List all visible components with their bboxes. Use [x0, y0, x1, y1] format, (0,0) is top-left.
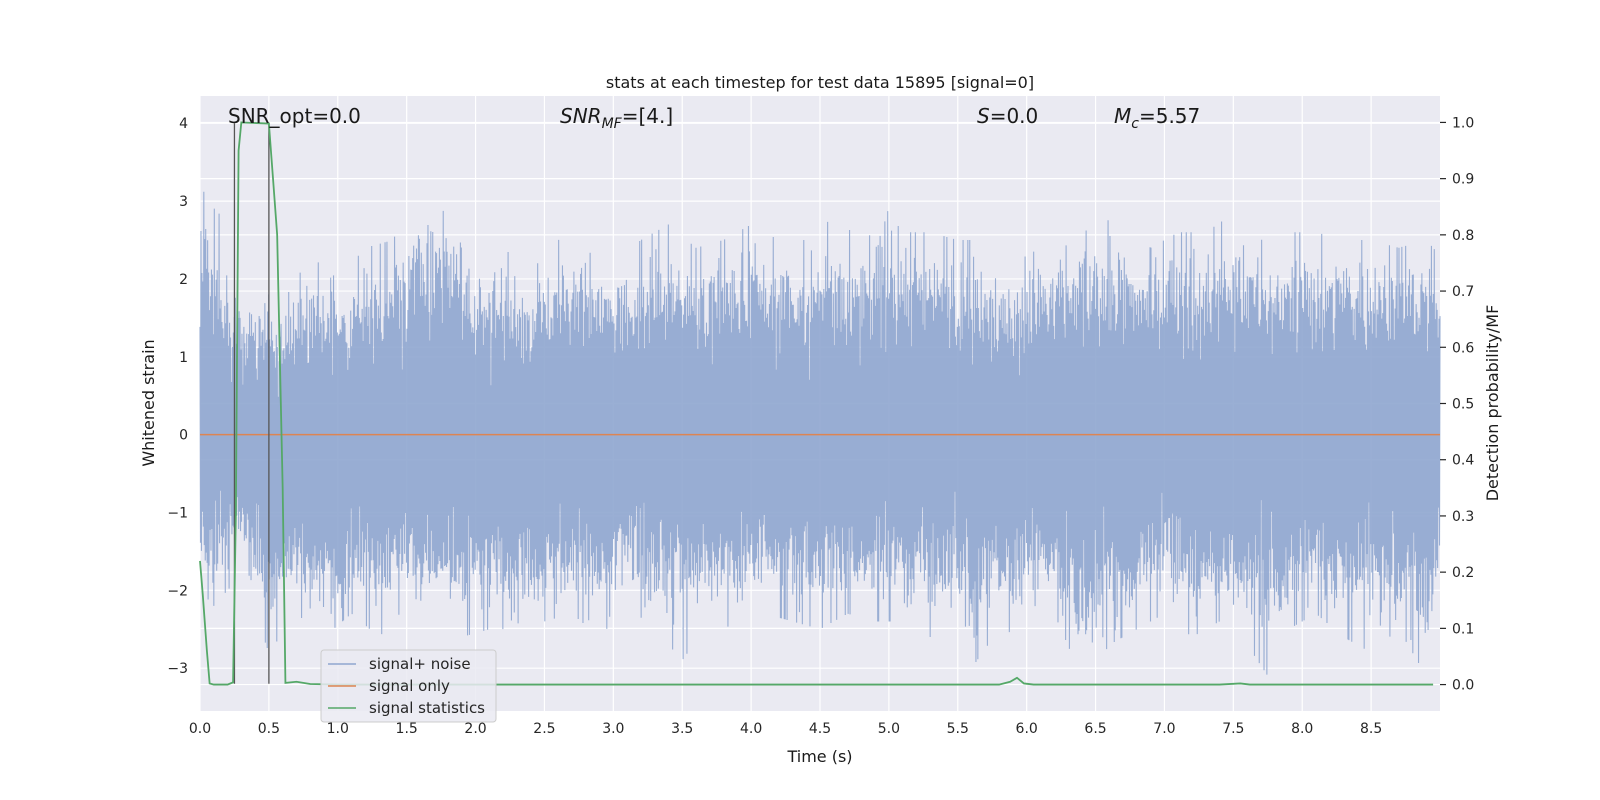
- s-main: S: [977, 104, 990, 128]
- x-tick-label: 3.0: [602, 721, 624, 737]
- mc-annotation: Mc=5.57: [1114, 104, 1200, 132]
- x-axis-label: Time (s): [786, 747, 852, 766]
- x-tick-label: 4.5: [809, 721, 831, 737]
- snr-mf-annotation: SNRMF=[4.]: [560, 104, 673, 132]
- x-tick-label: 3.5: [671, 721, 693, 737]
- legend-label-statistics: signal statistics: [369, 699, 485, 717]
- signal-statistics-line: [199, 121, 1434, 686]
- mc-value: =5.57: [1139, 104, 1200, 128]
- right-tick-label: 0.6: [1452, 340, 1474, 356]
- legend: signal+ noise signal only signal statist…: [320, 649, 497, 723]
- x-tick-label: 2.5: [533, 721, 555, 737]
- right-tick-label: 0.5: [1452, 397, 1474, 413]
- x-tick-label: 6.5: [1084, 721, 1106, 737]
- x-tick-label: 4.0: [740, 721, 762, 737]
- x-tick-label: 7.5: [1222, 721, 1244, 737]
- x-tick-label: 8.0: [1291, 721, 1313, 737]
- right-tick-label: 0.3: [1452, 509, 1474, 525]
- x-tick-label: 1.5: [396, 721, 418, 737]
- x-axis-ticks: 0.0 0.5 1.0 1.5 2.0 2.5 3.0 3.5 4.0 4.5 5.0 5.5 6.0 6…: [189, 721, 1382, 737]
- chart-title: stats at each timestep for test data 158…: [606, 73, 1034, 92]
- x-tick-label: 1.0: [327, 721, 349, 737]
- mc-sub: c: [1131, 116, 1139, 132]
- snr-mf-value: =[4.]: [622, 104, 673, 128]
- y-tick-label: 1: [179, 350, 188, 366]
- right-tick-label: 0.1: [1452, 621, 1474, 637]
- right-tick-label: 0.8: [1452, 228, 1474, 244]
- right-tick-label: 0.4: [1452, 453, 1474, 469]
- y-tick-label: −2: [167, 583, 188, 599]
- signal-statistics-series: [199, 121, 1434, 686]
- y-tick-label: 0: [179, 428, 188, 444]
- right-axis-label: Detection probability/MF: [1483, 305, 1502, 502]
- y-tick-label: 2: [179, 272, 188, 288]
- x-tick-label: 5.5: [947, 721, 969, 737]
- mc-main: M: [1114, 104, 1131, 128]
- s-value: =0.0: [990, 104, 1039, 128]
- x-tick-label: 2.0: [464, 721, 486, 737]
- x-tick-label: 8.5: [1360, 721, 1382, 737]
- snr-opt-annotation: SNR_opt=0.0: [228, 104, 361, 128]
- right-tick-label: 0.9: [1452, 172, 1474, 188]
- snr-mf-sub: MF: [602, 116, 623, 132]
- snr-mf-main: SNR: [560, 104, 602, 128]
- noise-series: [199, 191, 1441, 675]
- y-tick-label: 4: [179, 116, 188, 132]
- x-tick-label: 0.5: [258, 721, 280, 737]
- legend-label-signal-only: signal only: [369, 677, 450, 695]
- x-tick-label: 5.0: [878, 721, 900, 737]
- y-axis-label: Whitened strain: [139, 339, 158, 466]
- x-tick-label: 7.0: [1153, 721, 1175, 737]
- x-tick-label: 0.0: [189, 721, 211, 737]
- x-tick-label: 6.0: [1016, 721, 1038, 737]
- right-tick-label: 1.0: [1452, 115, 1474, 131]
- right-axis-ticks: 1.0 0.9 0.8 0.7 0.6 0.5 0.4 0.3 0.2 0.1 0.0: [1440, 115, 1474, 694]
- right-tick-label: 0.0: [1452, 678, 1474, 694]
- y-axis-ticks: 4 3 2 1 0 −1 −2 −3: [167, 116, 188, 677]
- noise-trace: [199, 191, 1441, 675]
- right-tick-label: 0.7: [1452, 284, 1474, 300]
- y-tick-label: −3: [167, 661, 188, 677]
- y-tick-label: −1: [167, 505, 188, 521]
- right-tick-label: 0.2: [1452, 565, 1474, 581]
- s-annotation: S=0.0: [977, 104, 1038, 128]
- legend-label-noise: signal+ noise: [369, 655, 471, 673]
- y-tick-label: 3: [179, 194, 188, 210]
- legend-box: [320, 649, 497, 723]
